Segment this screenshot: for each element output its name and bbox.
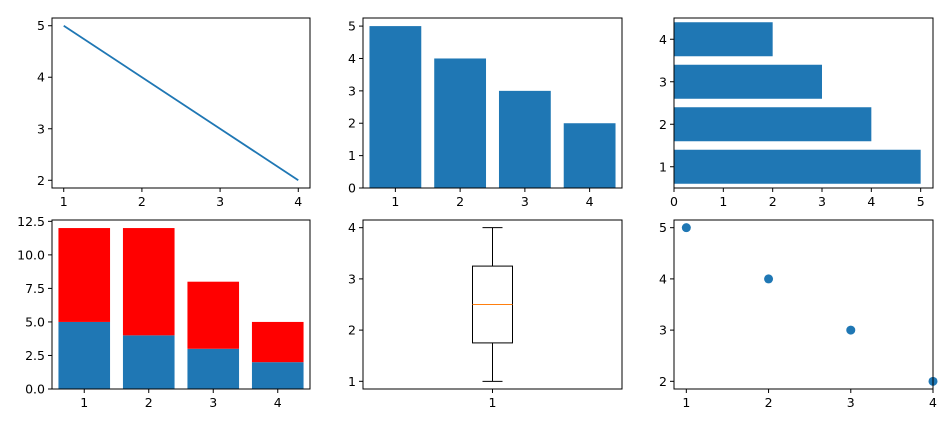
bar [369, 26, 422, 188]
y-tick-label: 3 [659, 74, 667, 89]
bar-bottom [122, 335, 175, 389]
axes-frame [673, 17, 934, 189]
bar [674, 64, 822, 99]
y-tick-label: 4 [659, 32, 667, 47]
bar-top [187, 281, 240, 349]
x-tick-label: 2 [765, 395, 773, 410]
bar-top [251, 321, 304, 363]
y-tick-label: 5 [348, 19, 356, 34]
scatter-point [764, 274, 774, 284]
y-tick-label: 5 [659, 220, 667, 235]
x-tick-label: 2 [456, 194, 464, 209]
x-tick-label: 4 [274, 395, 282, 410]
bar [563, 123, 616, 188]
bar-bottom [58, 321, 111, 389]
scatter-point [681, 223, 691, 233]
y-tick-label: 4 [348, 220, 356, 235]
y-tick-label: 3 [348, 271, 356, 286]
y-tick-label: 1 [659, 159, 667, 174]
x-tick-label: 4 [929, 395, 937, 410]
y-tick-label: 2.5 [25, 348, 45, 363]
panel-vertical-bar-chart: 1 2 3 4 0 1 2 3 4 5 [348, 17, 623, 209]
bar-top [58, 228, 111, 322]
y-tick-label: 3 [37, 121, 45, 136]
x-tick-label: 1 [80, 395, 88, 410]
x-tick-label: 3 [818, 194, 826, 209]
x-tick-label: 3 [209, 395, 217, 410]
bar [674, 107, 872, 142]
x-tick-label: 3 [521, 194, 529, 209]
bar [498, 90, 551, 188]
x-tick-label: 1 [60, 194, 68, 209]
x-tick-label: 3 [847, 395, 855, 410]
x-tick-label: 1 [489, 395, 497, 410]
x-tick-label: 2 [138, 194, 146, 209]
y-tick-label: 4 [348, 51, 356, 66]
panel-box-plot: 1 1 2 3 4 [348, 219, 623, 410]
bar-bottom [187, 348, 240, 389]
x-tick-label: 2 [769, 194, 777, 209]
x-tick-label: 2 [145, 395, 153, 410]
y-tick-label: 1 [348, 148, 356, 163]
x-tick-label: 0 [670, 194, 678, 209]
scatter-point [846, 325, 856, 335]
axes-frame [51, 17, 311, 189]
y-tick-label: 10.0 [17, 247, 45, 262]
y-tick-label: 4 [659, 271, 667, 286]
y-tick-label: 5.0 [25, 314, 45, 329]
bar [674, 22, 773, 57]
x-tick-label: 1 [682, 395, 690, 410]
y-tick-label: 3 [348, 83, 356, 98]
panel-stacked-bar-chart: 1 2 3 4 0.0 2.5 5.0 7.5 10.0 12.5 [17, 214, 311, 410]
axes-frame [673, 219, 934, 390]
y-tick-label: 12.5 [17, 214, 45, 229]
axes-frame [362, 17, 623, 189]
x-tick-label: 4 [867, 194, 875, 209]
panel-horizontal-bar-chart: 0 1 2 3 4 5 1 2 3 4 [659, 17, 934, 209]
y-tick-label: 0.0 [25, 382, 45, 397]
y-tick-label: 3 [659, 323, 667, 338]
bar-top [122, 228, 175, 336]
x-tick-label: 4 [586, 194, 594, 209]
x-tick-label: 4 [294, 194, 302, 209]
y-tick-label: 2 [659, 117, 667, 132]
y-tick-label: 1 [348, 374, 356, 389]
x-tick-label: 5 [917, 194, 925, 209]
x-tick-label: 3 [216, 194, 224, 209]
y-tick-label: 0 [348, 181, 356, 196]
bar [674, 149, 921, 184]
y-tick-label: 5 [37, 18, 45, 33]
y-tick-label: 7.5 [25, 281, 45, 296]
bar-bottom [251, 362, 304, 389]
y-tick-label: 2 [37, 173, 45, 188]
y-tick-label: 2 [348, 116, 356, 131]
line-series [63, 24, 299, 182]
axes-frame [51, 219, 311, 390]
x-tick-label: 1 [719, 194, 727, 209]
y-tick-label: 4 [37, 70, 45, 85]
y-tick-label: 2 [348, 323, 356, 338]
x-tick-label: 1 [391, 194, 399, 209]
bar [434, 58, 487, 188]
y-tick-label: 2 [659, 374, 667, 389]
